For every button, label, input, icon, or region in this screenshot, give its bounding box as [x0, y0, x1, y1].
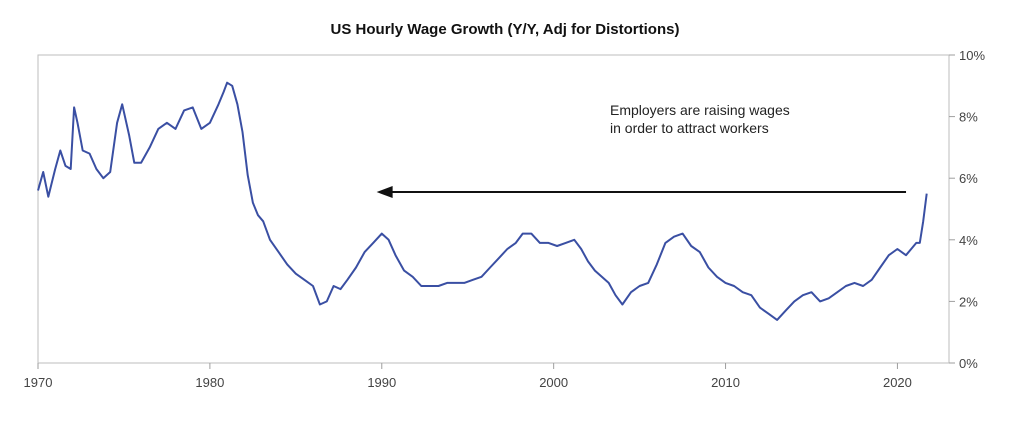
annotation-text: Employers are raising wages [610, 102, 790, 118]
x-tick-label: 2020 [883, 375, 912, 390]
y-tick-label: 8% [959, 110, 978, 125]
y-tick-label: 6% [959, 171, 978, 186]
chart-title: US Hourly Wage Growth (Y/Y, Adj for Dist… [331, 21, 680, 38]
y-tick-label: 0% [959, 356, 978, 371]
y-tick-label: 4% [959, 233, 978, 248]
x-tick-label: 1990 [367, 375, 396, 390]
wage-growth-line [37, 81, 928, 321]
annotation-arrow-head [376, 186, 393, 199]
x-tick-label: 1980 [195, 375, 224, 390]
y-tick-label: 10% [959, 48, 985, 63]
plot-area [37, 54, 950, 364]
x-tick-label: 2010 [711, 375, 740, 390]
y-tick-label: 2% [959, 294, 978, 309]
y-axis: 0% 2% 4% 6% 8% 10% [949, 48, 985, 371]
annotation: Employers are raising wages in order to a… [376, 102, 907, 199]
series-layer [37, 81, 928, 321]
x-tick-label: 2000 [539, 375, 568, 390]
plot-frame [37, 54, 950, 364]
annotation-text: in order to attract workers [610, 120, 769, 136]
x-tick-label: 1970 [24, 375, 53, 390]
x-axis: 1970 1980 1990 2000 2010 2020 [24, 363, 912, 390]
